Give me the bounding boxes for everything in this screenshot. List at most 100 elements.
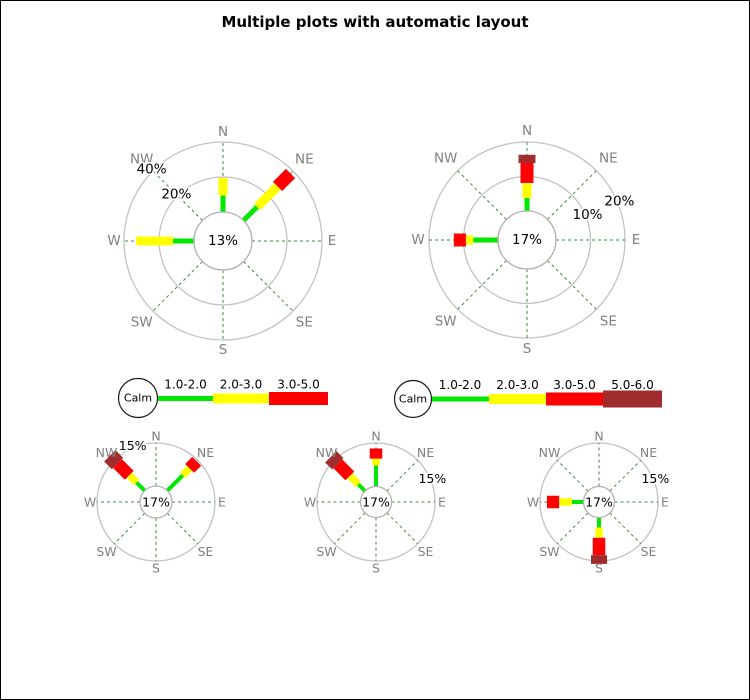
compass-label-SE: SE (198, 544, 214, 559)
legend-calm-label: Calm (399, 393, 427, 406)
compass-label-S: S (152, 561, 160, 576)
spoke-NW-segment-1 (347, 473, 361, 487)
spoke-NW-segment-0 (356, 482, 367, 493)
legend-segment-0 (431, 396, 489, 402)
legend-bin-label-0: 1.0-2.0 (164, 378, 207, 392)
legend-calm-label: Calm (124, 392, 152, 405)
ring-label-10: 10% (573, 207, 603, 223)
dashed-spoke-SE (386, 512, 419, 545)
windrose-bottom-right: 17% N NE E SE S SW W NW 15% (527, 429, 671, 576)
calm-circle (497, 210, 557, 270)
calm-value-label: 17% (362, 495, 390, 510)
compass-label-S: S (219, 342, 228, 358)
data-spoke-NE (165, 456, 202, 493)
legend-bin-label-2: 3.0-5.0 (553, 378, 596, 392)
compass-label-SE: SE (641, 544, 657, 559)
compass-label-S: S (523, 341, 532, 357)
legend-bin-label-1: 2.0-3.0 (496, 378, 539, 392)
compass-label-SW: SW (435, 313, 457, 329)
compass-label-S: S (372, 561, 380, 576)
compass-label-E: E (218, 495, 226, 510)
dashed-spoke-SW (333, 512, 366, 545)
legend-bin-label-0: 1.0-2.0 (439, 378, 482, 392)
compass-label-NE: NE (417, 445, 434, 460)
compass-label-N: N (522, 123, 532, 139)
windrose-top-left: 13% N NE E SE S SW W NW 20% 40% (107, 124, 336, 358)
ring-circle-40 (123, 141, 323, 341)
ring-label-40: 40% (137, 162, 167, 178)
calm-circle (193, 211, 253, 271)
legend-1: 1.0-2.0 2.0-3.0 3.0-5.0 Calm (117, 377, 328, 419)
compass-label-SW: SW (131, 314, 153, 330)
spoke-NW-segment-3 (325, 451, 344, 470)
spoke-NE-segment-0 (165, 473, 185, 493)
legend-calm-circle (117, 377, 159, 419)
compass-label-SE: SE (600, 313, 617, 329)
compass-label-SW: SW (539, 544, 559, 559)
calm-value-label: 17% (142, 495, 170, 510)
compass-label-E: E (661, 495, 669, 510)
compass-label-S: S (595, 561, 603, 576)
compass-label-N: N (371, 429, 380, 444)
compass-label-SE: SE (418, 544, 434, 559)
compass-label-NW: NW (539, 445, 561, 460)
compass-label-N: N (151, 429, 160, 444)
spoke-NW-segment-3 (104, 450, 124, 470)
spoke-NE-segment-1 (253, 183, 281, 211)
spoke-NW-segment-2 (113, 459, 134, 480)
compass-label-W: W (411, 232, 424, 248)
legend-bin-label-1: 2.0-3.0 (220, 378, 263, 392)
legend-segment-3 (603, 390, 662, 408)
data-spoke-NE (241, 168, 296, 223)
spoke-NE-segment-0 (241, 205, 259, 223)
ring-label-15: 15% (641, 471, 669, 486)
compass-label-E: E (328, 233, 337, 249)
legend-segment-0 (158, 396, 213, 401)
compass-label-W: W (527, 495, 539, 510)
dashed-spoke-NE (609, 459, 642, 492)
spoke-NE-segment-1 (180, 465, 193, 478)
compass-label-NW: NW (96, 445, 118, 460)
dashed-spoke-NW (556, 459, 589, 492)
windrose-bottom-left: 17% N NE E SE S SW W NW 15% (84, 429, 226, 576)
calm-value-label: 17% (512, 232, 542, 248)
compass-label-SW: SW (316, 544, 336, 559)
compass-label-N: N (594, 429, 603, 444)
compass-label-SE: SE (296, 314, 313, 330)
legend-segment-2 (546, 392, 603, 406)
calm-circle (582, 485, 616, 519)
compass-label-NW: NW (434, 151, 457, 167)
windrose-bottom-middle: 17% N NE E SE S SW W NW 15% (304, 429, 448, 576)
calm-circle (139, 485, 173, 519)
compass-label-NE: NE (197, 445, 214, 460)
dashed-spoke-SW (556, 512, 589, 545)
compass-label-NE: NE (640, 445, 657, 460)
data-spoke-NW (104, 450, 147, 493)
compass-label-E: E (632, 232, 641, 248)
compass-label-E: E (438, 495, 446, 510)
spoke-NW-segment-0 (134, 480, 147, 493)
dashed-spoke-SE (166, 512, 199, 545)
legend-segment-2 (269, 392, 328, 405)
compass-label-NE: NE (295, 152, 314, 168)
legend-calm-circle (393, 379, 433, 419)
ring-label-15: 15% (418, 471, 446, 486)
data-spoke-NW (325, 451, 367, 493)
spoke-NE-segment-2 (185, 456, 202, 473)
compass-label-W: W (107, 233, 120, 249)
windrose-top-right: 17% N NE E SE S SW W NW 10%20% (411, 123, 640, 357)
compass-label-N: N (218, 124, 228, 140)
legend-2: 1.0-2.0 2.0-3.0 3.0-5.0 5.0-6.0 Calm (393, 378, 662, 419)
calm-value-label: 17% (585, 495, 613, 510)
ring-label-20: 20% (604, 194, 634, 210)
dashed-spoke-NE (386, 459, 419, 492)
legend-bin-label-2: 3.0-5.0 (277, 378, 320, 392)
calm-value-label: 13% (208, 233, 238, 249)
legend-segment-1 (489, 394, 546, 404)
spoke-NW-segment-1 (126, 472, 140, 486)
compass-label-W: W (304, 495, 316, 510)
dashed-spoke-SW (113, 512, 146, 545)
compass-label-SW: SW (96, 544, 116, 559)
